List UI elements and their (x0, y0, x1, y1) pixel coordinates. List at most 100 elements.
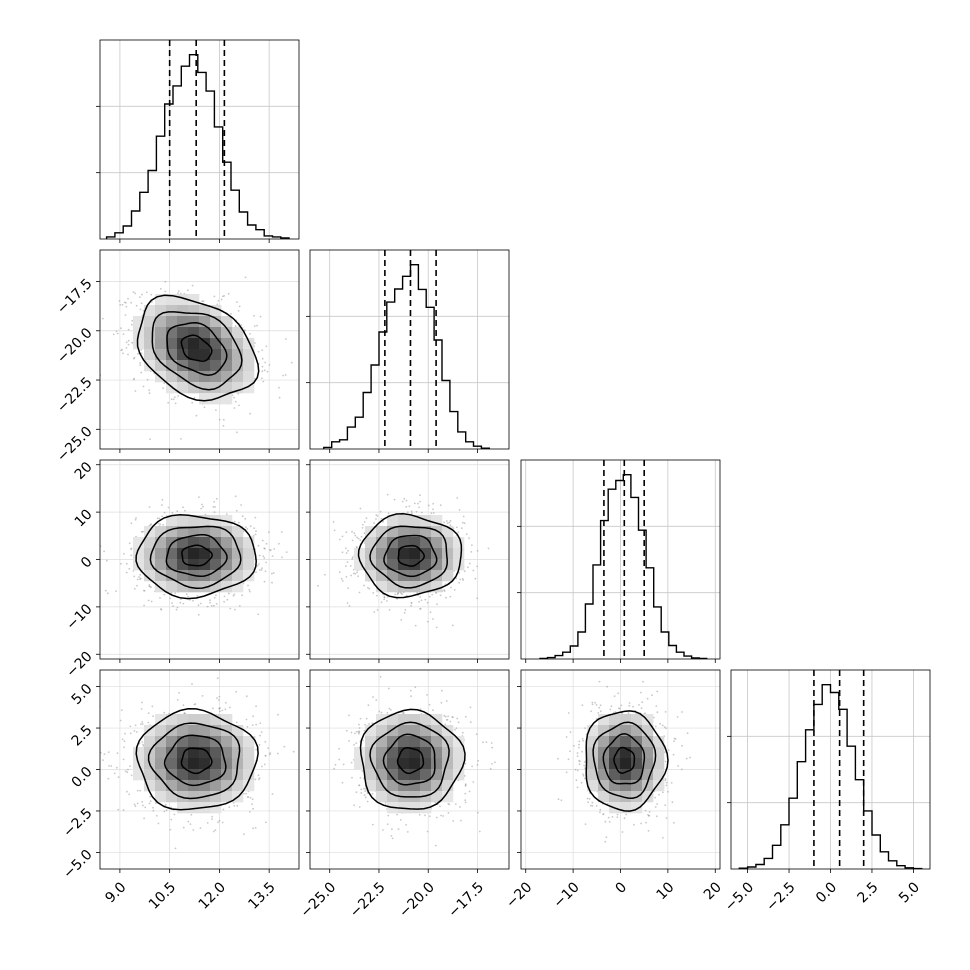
scatter-point (265, 821, 267, 824)
scatter-point (157, 522, 160, 525)
scatter-point (147, 599, 150, 602)
density-cell (409, 758, 421, 770)
density-cell (398, 769, 410, 781)
density-cell (642, 736, 654, 748)
scatter-point (560, 799, 563, 802)
scatter-point (102, 317, 104, 320)
scatter-point (257, 774, 260, 777)
density-cell (199, 769, 211, 781)
scatter-point (578, 743, 580, 746)
density-cell (409, 736, 421, 748)
scatter-point (351, 558, 354, 560)
scatter-point (661, 724, 664, 727)
scatter-point (235, 509, 238, 512)
scatter-point (366, 792, 369, 795)
density-cell (221, 581, 233, 593)
density-cell (188, 305, 200, 317)
scatter-point (245, 792, 248, 795)
scatter-point (348, 714, 350, 717)
scatter-point (262, 555, 265, 557)
scatter-point (136, 578, 139, 581)
scatter-point (223, 595, 226, 598)
density-cell (243, 747, 255, 759)
scatter-point (238, 521, 240, 524)
scatter-point (225, 513, 228, 515)
scatter-point (396, 813, 398, 816)
scatter-point (677, 765, 680, 767)
density-cell (166, 581, 178, 593)
scatter-point (127, 343, 130, 346)
scatter-point (345, 729, 348, 732)
density-cell (155, 780, 167, 792)
scatter-point (202, 300, 205, 303)
scatter-point (193, 396, 196, 399)
contour-line (166, 322, 228, 376)
scatter-point (372, 696, 374, 698)
y-tick-label: −20 (63, 649, 95, 681)
density-cell (188, 294, 200, 306)
density-cell (354, 747, 366, 759)
scatter-point (386, 493, 389, 496)
density-cell (144, 305, 156, 317)
density-cell (199, 371, 211, 383)
grid (521, 460, 720, 659)
density-cell (199, 780, 211, 792)
scatter-point (241, 515, 244, 518)
density-cell (221, 791, 233, 803)
scatter-point (351, 556, 354, 559)
density-cell (166, 747, 178, 759)
scatter-point (490, 742, 493, 744)
scatter-point (607, 816, 610, 819)
density-cell (199, 537, 211, 549)
density-cell (587, 780, 599, 792)
scatter-point (198, 496, 200, 498)
density-cell (155, 769, 167, 781)
scatter-point (170, 818, 173, 821)
scatter-point (471, 544, 473, 546)
density-cell (232, 371, 244, 383)
density-cell (376, 537, 388, 549)
density-cell (177, 791, 189, 803)
scatter-point (382, 520, 384, 523)
scatter-point (132, 569, 135, 572)
density-cell (598, 780, 610, 792)
density-cell (221, 360, 233, 372)
density-cell (387, 780, 399, 792)
histogram-step-line (738, 684, 923, 869)
scatter-point (393, 498, 396, 501)
scatter-point (123, 552, 125, 555)
scatter-point (202, 505, 204, 508)
contour-line (602, 733, 646, 785)
density-cell (210, 559, 222, 571)
scatter-point (376, 609, 379, 611)
scatter-point (667, 790, 669, 793)
scatter-point (581, 750, 583, 753)
density-cell (387, 526, 399, 538)
density-cell (409, 548, 421, 560)
scatter-point (163, 511, 166, 514)
scatter-point (345, 547, 347, 550)
scatter-point (187, 289, 189, 291)
scatter-point (435, 626, 438, 629)
scatter-point (255, 723, 258, 726)
y-tick-label: −22.5 (54, 374, 96, 416)
scatter-point (380, 601, 383, 604)
scatter-point (264, 361, 267, 364)
density-cell (398, 780, 410, 792)
density-cell (177, 581, 189, 593)
scatter-point (359, 777, 362, 779)
scatter-point (143, 589, 146, 592)
scatter-point (146, 378, 149, 381)
scatter-point (221, 821, 224, 824)
scatter-point (199, 602, 202, 605)
density-cell (420, 747, 432, 759)
scatter-point (148, 802, 151, 805)
scatter-point (565, 736, 568, 738)
density-cell (177, 714, 189, 726)
scatter-point (604, 820, 607, 823)
scatter-point (137, 352, 139, 355)
density-cell (431, 769, 443, 781)
scatter-point (436, 603, 438, 606)
scatter-point (234, 325, 237, 327)
density-cell (232, 537, 244, 549)
